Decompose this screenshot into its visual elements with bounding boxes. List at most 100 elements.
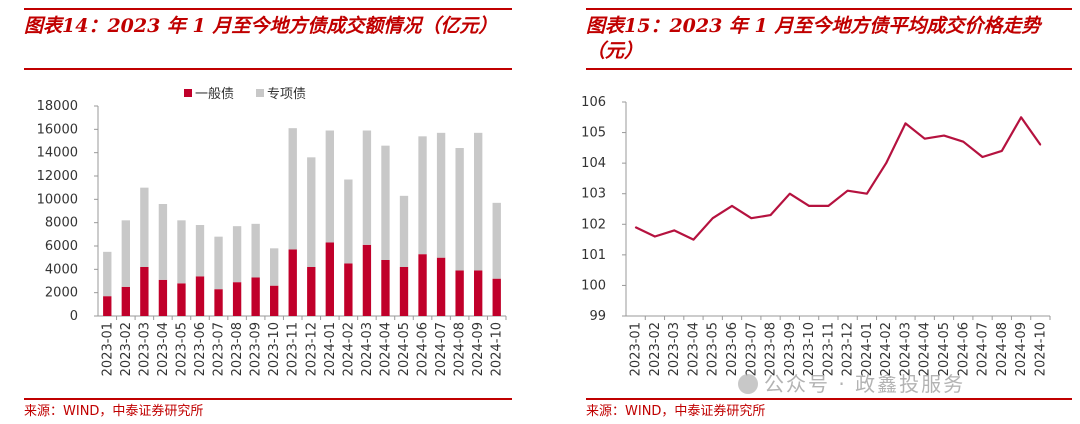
- bar-special: [195, 225, 205, 277]
- x-tick-label: 2023-06: [193, 322, 208, 376]
- x-tick-label: 2024-03: [898, 322, 913, 376]
- bar-special: [474, 132, 483, 271]
- data-point: [827, 205, 830, 207]
- chart-title: 图表14：2023 年 1 月至今地方债成交额情况（亿元）: [24, 15, 498, 37]
- left-chart-panel: 图表14：2023 年 1 月至今地方债成交额情况（亿元） 0 2000 4000 6…: [0, 0, 520, 424]
- legend-label-general: 一般债: [195, 86, 234, 102]
- bar-general: [288, 249, 297, 316]
- y-tick-label: 103: [581, 187, 606, 202]
- bar-general: [474, 270, 483, 316]
- bottom-rule: [24, 398, 512, 400]
- x-tick-label: 2024-10: [1033, 322, 1048, 376]
- x-tick-label: 2023-03: [667, 322, 682, 376]
- x-tick-label: 2023-02: [119, 322, 134, 376]
- bar-special: [325, 130, 334, 243]
- bar-general: [121, 286, 130, 316]
- bar-special: [307, 157, 316, 267]
- y-tick-label: 101: [581, 248, 606, 263]
- bar-special: [288, 128, 297, 250]
- bar-general: [232, 282, 242, 316]
- x-tick-label: 2023-01: [100, 322, 115, 376]
- top-rule: [586, 8, 1072, 10]
- y-tick-label: 100: [581, 278, 606, 293]
- bar-general: [492, 278, 501, 316]
- data-point: [962, 140, 965, 143]
- bar-special: [270, 248, 279, 286]
- line-chart: 99 100 101 102 103 104 105 106 2023-01 2023-02 202…: [581, 95, 1051, 376]
- bar-general: [381, 260, 390, 316]
- y-tick-label: 18000: [37, 99, 78, 114]
- data-point: [885, 162, 887, 164]
- y-tick-label: 99: [589, 309, 606, 324]
- x-tick-label: 2023-04: [686, 322, 701, 376]
- data-point: [808, 205, 810, 207]
- x-tick-label: 2024-02: [341, 322, 356, 376]
- x-tick-label: 2024-01: [323, 322, 338, 376]
- bar-general: [418, 254, 427, 316]
- bar-special: [232, 226, 242, 283]
- y-tick-label: 0: [70, 309, 78, 324]
- bar-special: [492, 202, 501, 279]
- data-point: [866, 192, 868, 195]
- source-note: 来源：WIND，中泰证券研究所: [586, 404, 766, 419]
- x-tick-label: 2024-03: [360, 322, 375, 376]
- x-tick-label: 2024-09: [1014, 322, 1029, 376]
- wechat-icon: [738, 374, 758, 394]
- y-tick-label: 2000: [45, 286, 78, 301]
- bar-special: [103, 251, 112, 297]
- bar-special: [158, 204, 168, 280]
- x-tick-label: 2023-01: [629, 322, 644, 376]
- x-tick-label: 2023-02: [648, 322, 663, 376]
- bar-general: [214, 289, 223, 316]
- y-tick-label: 102: [581, 217, 606, 232]
- bar-general: [140, 267, 149, 316]
- data-point: [923, 137, 926, 140]
- line-chart-area: 99 100 101 102 103 104 105 106 2023-01 2023-02 202…: [562, 70, 1080, 398]
- bar-general: [399, 267, 409, 316]
- x-tick-label: 2024-04: [378, 322, 393, 376]
- data-point: [769, 214, 772, 216]
- x-tick-label: 2024-01: [860, 322, 875, 376]
- bar-special: [362, 130, 372, 245]
- chart-title: 图表15：2023 年 1 月至今地方债平均成交价格走势（元）: [586, 15, 1041, 62]
- y-tick-label: 6000: [45, 239, 78, 254]
- y-tick-label: 12000: [37, 169, 78, 184]
- bar-general: [270, 285, 279, 316]
- bar-special: [344, 179, 353, 264]
- bar-general: [455, 270, 464, 316]
- data-point: [1020, 116, 1022, 119]
- data-point: [711, 217, 714, 219]
- price-line: [635, 116, 1042, 241]
- x-tick-label: 2023-10: [267, 322, 282, 376]
- x-tick-label: 2023-10: [802, 322, 817, 376]
- x-tick-label: 2023-12: [304, 322, 319, 376]
- x-tick-label: 2023-04: [156, 322, 171, 376]
- bar-general: [344, 263, 353, 316]
- bar-special: [214, 236, 223, 290]
- x-tick-label: 2024-06: [416, 322, 431, 376]
- x-tick-label: 2024-05: [397, 322, 412, 376]
- data-point: [750, 217, 753, 219]
- data-point: [789, 192, 791, 195]
- x-tick-label: 2023-08: [230, 322, 245, 376]
- y-tick-label: 106: [581, 95, 606, 110]
- x-tick-label: 2023-11: [821, 322, 836, 376]
- data-point: [731, 205, 733, 207]
- x-tick-label: 2024-08: [995, 322, 1010, 376]
- y-tick-label: 10000: [37, 192, 78, 207]
- bottom-rule: [586, 398, 1072, 400]
- x-tick-label: 2024-04: [918, 322, 933, 376]
- source-note: 来源：WIND，中泰证券研究所: [24, 404, 204, 419]
- x-tick-label: 2024-10: [490, 322, 505, 376]
- data-point: [634, 226, 637, 229]
- x-tick-label: 2023-12: [841, 322, 856, 376]
- data-point: [654, 235, 656, 238]
- data-point: [943, 134, 945, 137]
- bar-general: [158, 279, 168, 316]
- data-point: [1001, 150, 1003, 152]
- bar-special: [399, 195, 409, 267]
- top-rule: [24, 8, 512, 10]
- bar-general: [307, 267, 316, 316]
- bar-general: [251, 277, 260, 316]
- watermark: 公众号 · 政鑫投服务: [738, 368, 965, 397]
